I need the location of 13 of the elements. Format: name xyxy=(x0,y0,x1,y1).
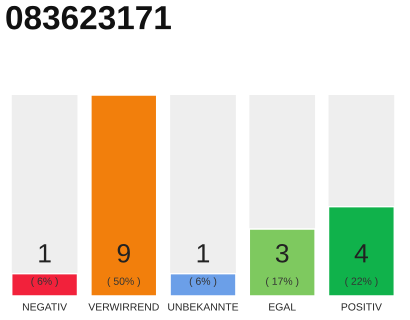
data-label: 1 ( 6% ) xyxy=(190,244,216,287)
data-label: 1 ( 6% ) xyxy=(31,244,58,287)
x-tick-label: UNBEKANNTE xyxy=(168,303,238,311)
chart-title: 083623171 xyxy=(6,6,171,30)
x-tick-label: EGAL xyxy=(269,303,296,311)
data-label: 9 ( 50% ) xyxy=(108,244,140,287)
bar xyxy=(11,272,78,296)
data-label: 3 ( 17% ) xyxy=(266,244,298,287)
x-tick-label: NEGATIV xyxy=(22,303,68,311)
x-tick-label: VERWIRREND xyxy=(88,303,159,310)
data-label: 4 ( 22% ) xyxy=(345,244,378,287)
bar xyxy=(169,272,237,296)
x-tick-label: POSITIV xyxy=(342,303,382,311)
